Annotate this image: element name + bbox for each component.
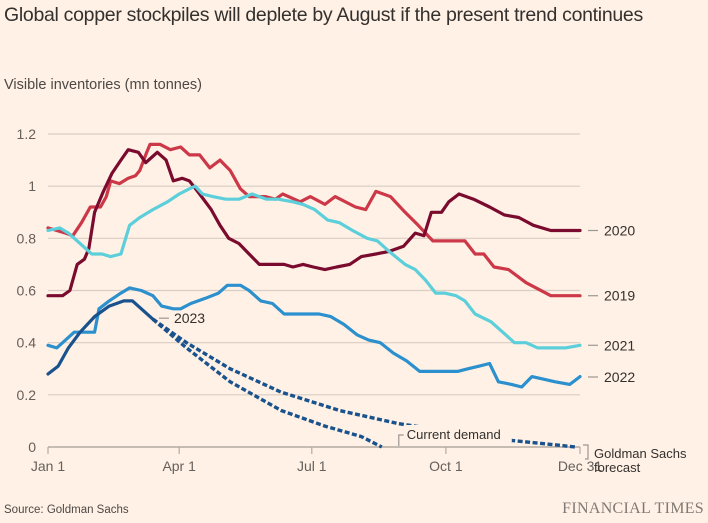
- series-line-2021: [46, 184, 582, 350]
- series-label-2021: 2021: [604, 337, 635, 353]
- y-tick-label: 0: [28, 439, 36, 455]
- gridlines: [48, 133, 580, 396]
- series-label-2019: 2019: [604, 288, 635, 304]
- x-tick-label: Jul 1: [297, 458, 327, 474]
- y-tick-label: 1: [28, 178, 36, 194]
- x-tick-label: Apr 1: [162, 458, 196, 474]
- series-line-2019: [46, 142, 582, 298]
- axes: 0 0.2 0.4 0.6 0.8 1 1.2 Jan 1 Apr 1 Jul 1 Oct 1 Dec…: [17, 126, 603, 474]
- y-tick-label: 0.4: [17, 335, 37, 351]
- series-label-2022: 2022: [604, 369, 635, 385]
- series-line-current-demand: [151, 317, 383, 449]
- publisher-logo: FINANCIAL TIMES: [562, 500, 704, 517]
- series-line-2022: [46, 283, 582, 389]
- chart-subtitle: Visible inventories (mn tonnes): [4, 77, 202, 93]
- series-line-goldman-sachs-forecast: [151, 317, 576, 449]
- x-tick-label: Oct 1: [429, 458, 463, 474]
- label-background: [403, 425, 512, 442]
- y-tick-label: 1.2: [17, 126, 37, 142]
- series-line-2020: [46, 148, 582, 298]
- series-label-2023: 2023: [174, 310, 205, 326]
- chart-title: Global copper stockpiles will deplete by…: [4, 4, 643, 26]
- y-tick-label: 0.6: [17, 283, 37, 299]
- series-lines: [46, 142, 582, 449]
- source-note: Source: Goldman Sachs: [4, 504, 129, 516]
- label-leader: [583, 444, 589, 460]
- label-line: Goldman Sachs: [594, 446, 687, 461]
- series-labels: 2020 2019 2021 2022 2023 Current demand Goldma…: [158, 223, 687, 475]
- x-tick-label: Jan 1: [31, 458, 65, 474]
- x-tick-label: Dec 31: [558, 458, 603, 474]
- label-line: forecast: [594, 460, 641, 475]
- series-label-2020: 2020: [604, 223, 635, 239]
- label-leader: [398, 434, 404, 446]
- series-label-current-demand: Current demand: [407, 427, 501, 442]
- series-label-goldman-sachs-forecast: Goldman Sachs forecast: [594, 446, 687, 475]
- series-line-2023: [46, 299, 155, 376]
- y-tick-label: 0.2: [17, 387, 37, 403]
- y-tick-label: 0.8: [17, 230, 37, 246]
